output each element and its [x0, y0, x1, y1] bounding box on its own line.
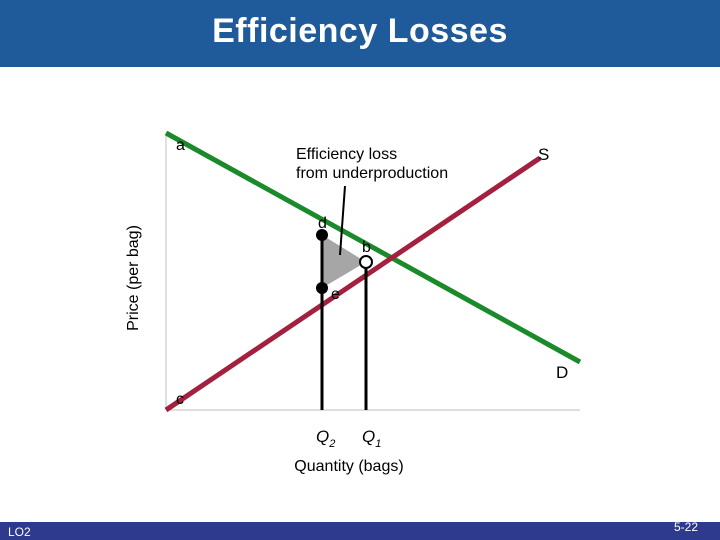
slide-title: Efficiency Losses	[212, 12, 508, 50]
annotation-line-1: Efficiency loss	[296, 146, 397, 163]
label-a: a	[176, 137, 185, 154]
title-bar	[0, 0, 720, 67]
slide-number: 5-22	[673, 520, 698, 534]
annotation-line-2: from underproduction	[296, 165, 448, 182]
label-e: e	[331, 286, 340, 303]
learning-objective-label: LO2	[8, 525, 31, 539]
supply-line	[164, 155, 542, 413]
x-axis-label: Quantity (bags)	[294, 458, 403, 475]
label-c: c	[176, 391, 184, 408]
point-b	[359, 255, 373, 269]
supply-label: S	[538, 145, 549, 164]
q1-label: Q1	[362, 427, 381, 450]
label-b: b	[362, 239, 371, 256]
point-d	[316, 229, 328, 241]
demand-line	[164, 130, 582, 365]
demand-label: D	[556, 363, 568, 382]
annotation-pointer	[339, 185, 346, 256]
point-e	[316, 282, 328, 294]
y-axis-label: Price (per bag)	[125, 225, 142, 331]
footer-bar	[0, 522, 720, 540]
label-d: d	[318, 215, 327, 232]
q2-label: Q2	[316, 427, 335, 450]
efficiency-loss-triangle	[322, 235, 366, 288]
